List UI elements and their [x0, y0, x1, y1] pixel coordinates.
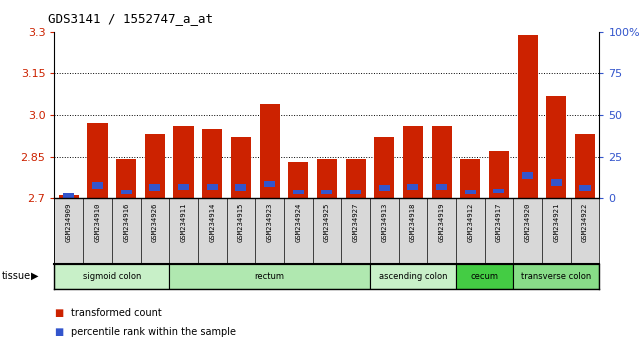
Bar: [579, 185, 590, 190]
Text: GSM234915: GSM234915: [238, 202, 244, 241]
Text: GSM234914: GSM234914: [209, 202, 215, 241]
Bar: [379, 185, 390, 191]
Bar: [370, 264, 456, 289]
Text: sigmoid colon: sigmoid colon: [83, 272, 141, 281]
Bar: [494, 189, 504, 193]
Text: ■: ■: [54, 327, 63, 337]
Text: ▶: ▶: [31, 271, 38, 281]
Text: cecum: cecum: [470, 272, 499, 281]
Bar: [522, 172, 533, 179]
Bar: [489, 151, 509, 198]
Bar: [403, 126, 423, 198]
Bar: [456, 264, 513, 289]
Text: GSM234922: GSM234922: [582, 202, 588, 241]
Bar: [54, 264, 169, 289]
Text: GSM234923: GSM234923: [267, 202, 272, 241]
Bar: [465, 189, 476, 194]
Text: GSM234909: GSM234909: [66, 202, 72, 241]
Bar: [575, 135, 595, 198]
Bar: [345, 159, 365, 198]
Text: GSM234926: GSM234926: [152, 202, 158, 241]
Bar: [178, 184, 189, 190]
Bar: [350, 189, 361, 194]
Bar: [174, 126, 194, 198]
Bar: [149, 184, 160, 190]
Text: GSM234913: GSM234913: [381, 202, 387, 241]
Bar: [116, 159, 137, 198]
Bar: [145, 135, 165, 198]
Bar: [431, 126, 452, 198]
Bar: [408, 184, 419, 190]
Bar: [264, 181, 275, 187]
Bar: [92, 182, 103, 189]
Bar: [436, 184, 447, 190]
Text: GSM234927: GSM234927: [353, 202, 358, 241]
Bar: [518, 35, 538, 198]
Bar: [87, 123, 108, 198]
Text: percentile rank within the sample: percentile rank within the sample: [71, 327, 235, 337]
Bar: [551, 179, 562, 186]
Text: GSM234916: GSM234916: [123, 202, 129, 241]
Text: GSM234911: GSM234911: [181, 202, 187, 241]
Bar: [293, 190, 304, 194]
Text: GSM234921: GSM234921: [553, 202, 560, 241]
Text: GSM234912: GSM234912: [467, 202, 473, 241]
Bar: [235, 184, 246, 191]
Text: GDS3141 / 1552747_a_at: GDS3141 / 1552747_a_at: [48, 12, 213, 25]
Bar: [317, 159, 337, 198]
Bar: [513, 264, 599, 289]
Bar: [202, 129, 222, 198]
Text: GSM234910: GSM234910: [94, 202, 101, 241]
Bar: [59, 195, 79, 198]
Bar: [206, 184, 218, 190]
Bar: [321, 189, 333, 194]
Text: GSM234917: GSM234917: [496, 202, 502, 241]
Bar: [374, 137, 394, 198]
Text: GSM234920: GSM234920: [524, 202, 531, 241]
Text: GSM234919: GSM234919: [438, 202, 445, 241]
Bar: [460, 159, 480, 198]
Text: rectum: rectum: [254, 272, 285, 281]
Text: tissue: tissue: [1, 271, 30, 281]
Text: transverse colon: transverse colon: [521, 272, 592, 281]
Bar: [231, 137, 251, 198]
Bar: [288, 162, 308, 198]
Text: transformed count: transformed count: [71, 308, 162, 318]
Text: GSM234918: GSM234918: [410, 202, 416, 241]
Text: ascending colon: ascending colon: [379, 272, 447, 281]
Text: GSM234924: GSM234924: [296, 202, 301, 241]
Bar: [63, 193, 74, 198]
Bar: [260, 104, 279, 198]
Text: ■: ■: [54, 308, 63, 318]
Text: GSM234925: GSM234925: [324, 202, 330, 241]
Bar: [169, 264, 370, 289]
Bar: [546, 96, 567, 198]
Bar: [121, 189, 131, 194]
